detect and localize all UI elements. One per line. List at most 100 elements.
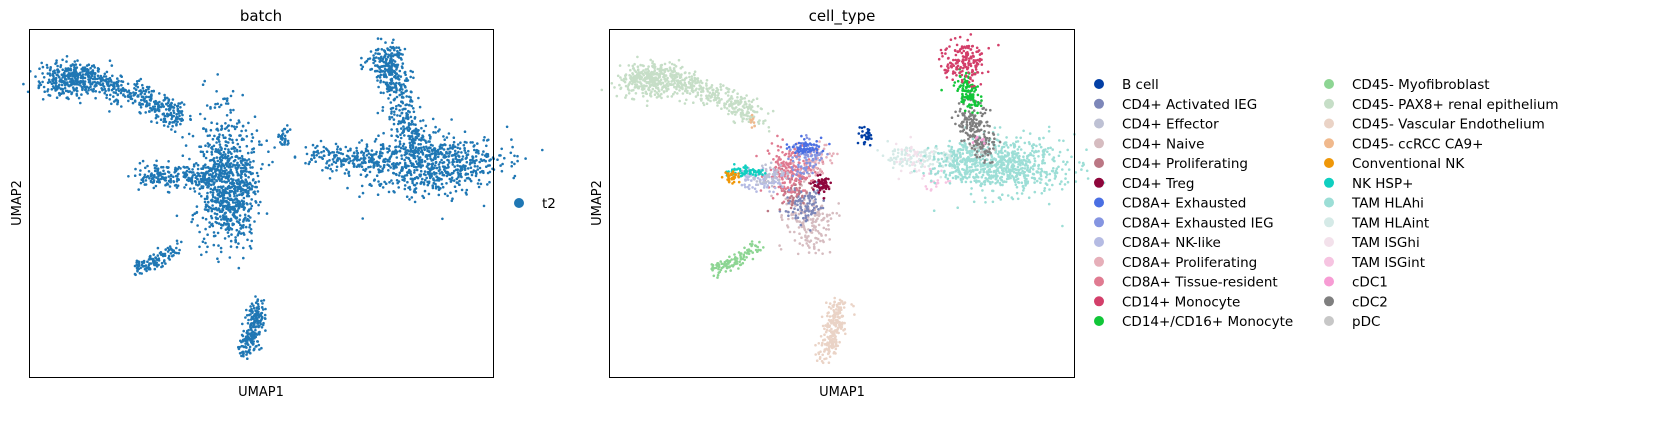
batch-point <box>396 114 399 117</box>
batch-point <box>204 156 208 160</box>
batch-point <box>335 154 338 157</box>
batch-point <box>349 159 352 163</box>
batch-point <box>98 76 101 80</box>
batch-point <box>435 175 438 178</box>
batch-point <box>219 250 223 254</box>
batch-point <box>386 84 389 87</box>
batch-point <box>259 321 262 325</box>
cell-type-point <box>1015 136 1018 139</box>
batch-point <box>37 86 40 90</box>
batch-point <box>457 150 460 154</box>
batch-point <box>241 351 245 354</box>
batch-point <box>48 72 51 75</box>
batch-point <box>159 105 163 109</box>
batch-point <box>388 144 391 148</box>
batch-point <box>415 168 419 172</box>
batch-point <box>192 165 196 168</box>
batch-point <box>254 201 258 204</box>
batch-point <box>422 138 425 141</box>
batch-point <box>229 108 232 112</box>
cell-type-point <box>1046 147 1050 150</box>
batch-point <box>394 76 398 80</box>
batch-point <box>415 182 419 185</box>
batch-point <box>220 171 223 175</box>
cell-type-point <box>750 126 754 129</box>
batch-point <box>229 118 232 122</box>
batch-point <box>245 335 248 338</box>
batch-point <box>218 188 221 192</box>
batch-point <box>400 65 404 68</box>
batch-point <box>403 158 406 162</box>
batch-point <box>400 157 404 160</box>
batch-point <box>407 122 411 125</box>
batch-point <box>438 152 441 156</box>
batch-point <box>226 185 230 189</box>
batch-point <box>173 120 176 124</box>
batch-point <box>219 199 223 202</box>
cell-type-point <box>741 261 745 265</box>
batch-point <box>165 102 168 106</box>
batch-point <box>90 74 94 77</box>
cell-type-point <box>668 66 672 69</box>
batch-point <box>201 83 205 86</box>
cell-type-point <box>1002 172 1006 176</box>
batch-point <box>63 86 67 90</box>
batch-point <box>175 104 179 108</box>
batch-point <box>410 120 414 124</box>
batch-point <box>226 97 229 100</box>
batch-point <box>390 116 394 119</box>
batch-point <box>235 220 239 223</box>
batch-point <box>390 52 393 55</box>
batch-point <box>257 305 260 308</box>
batch-point <box>138 161 142 165</box>
batch-point <box>218 157 222 161</box>
batch-point <box>368 159 371 162</box>
batch-point <box>458 147 462 150</box>
batch-point <box>403 184 407 187</box>
cell-type-point <box>919 153 922 157</box>
batch-point <box>364 161 367 164</box>
batch-point <box>41 80 44 84</box>
batch-point <box>218 195 222 198</box>
batch-point <box>372 166 376 169</box>
cell-type-point <box>641 91 644 95</box>
batch-point <box>387 88 391 91</box>
batch-point <box>460 175 463 179</box>
cell-type-point <box>685 98 688 102</box>
batch-point <box>167 171 171 174</box>
batch-point <box>392 90 396 94</box>
batch-point <box>229 190 232 194</box>
batch-point <box>223 97 227 100</box>
batch-point <box>438 165 441 169</box>
batch-point <box>396 130 399 133</box>
batch-point <box>240 224 244 228</box>
batch-point <box>460 151 463 154</box>
batch-point <box>465 160 469 164</box>
batch-point <box>348 157 352 160</box>
batch-point <box>140 263 144 267</box>
cell-type-point <box>696 77 700 80</box>
cell-type-point <box>735 99 739 103</box>
cell-type-point <box>726 90 730 93</box>
batch-point <box>241 125 245 128</box>
cell-type-point <box>891 150 895 153</box>
cell-type-point <box>905 160 909 163</box>
cell-type-point <box>833 337 837 341</box>
batch-point <box>60 92 63 95</box>
batch-point <box>159 177 163 181</box>
cell-type-point <box>719 260 722 263</box>
batch-point <box>423 147 426 151</box>
batch-point <box>251 136 255 139</box>
batch-point <box>56 87 59 91</box>
cell-type-point <box>689 85 693 89</box>
batch-point <box>188 170 191 174</box>
batch-point <box>377 163 380 167</box>
batch-point <box>435 166 439 170</box>
cell-type-point <box>735 257 739 260</box>
batch-point <box>440 182 444 186</box>
batch-point <box>441 217 444 221</box>
batch-point <box>463 140 467 144</box>
batch-point <box>431 152 434 155</box>
batch-point <box>205 104 209 107</box>
batch-point <box>286 124 289 127</box>
